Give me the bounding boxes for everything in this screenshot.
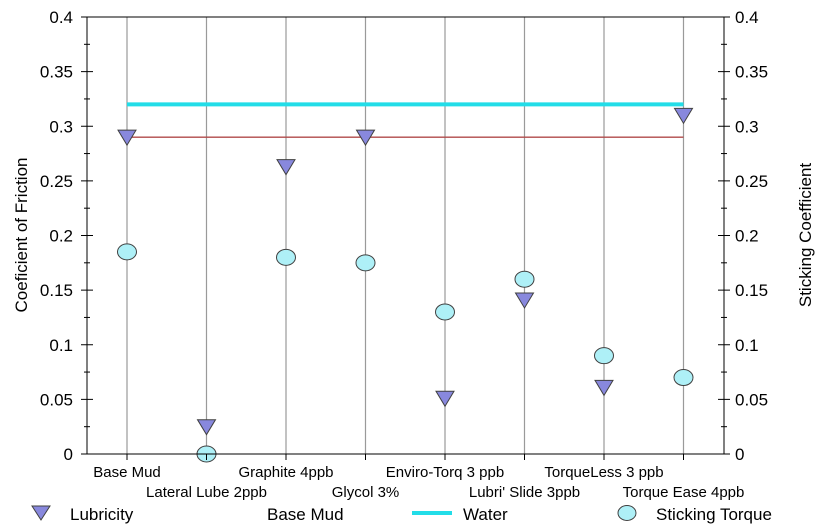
lubricity-point	[196, 419, 217, 436]
y-tick-label: 0.3	[49, 117, 73, 136]
x-category-label: Base Mud	[93, 464, 161, 481]
lubricity-point	[514, 292, 535, 309]
y-axis-title: Coeficient of Friction	[12, 158, 31, 313]
y-tick-label: 0.2	[49, 227, 73, 246]
y-tick-label: 0.1	[49, 336, 73, 355]
axis-labels: 0 0 0.05 0.05 0.1 0.1 0.15 0.15 0.2 0.2 0.25 0.25 0.…	[40, 8, 768, 501]
sticking-torque-point	[514, 270, 535, 288]
y2-tick-label: 0.3	[735, 117, 759, 136]
x-category-label: Torque Ease 4ppb	[623, 484, 745, 501]
y2-tick-label: 0.25	[735, 172, 768, 191]
y2-tick-label: 0	[735, 445, 744, 464]
lubricity-point	[594, 379, 614, 397]
x-category-label: TorqueLess 3 ppb	[544, 464, 663, 481]
sticking-torque-point	[117, 243, 137, 261]
sticking-torque-point	[435, 303, 455, 321]
y-tick-label: 0.15	[40, 281, 73, 300]
legend-label-sticking-torque: Sticking Torque	[656, 505, 772, 524]
legend: Lubricity Base Mud Water Sticking Torque	[31, 505, 772, 524]
lubricity-point	[435, 390, 455, 408]
reference-lines	[127, 102, 684, 138]
y-tick-label: 0.35	[40, 63, 73, 82]
data-marks	[117, 107, 694, 463]
x-category-label: Lubri' Slide 3ppb	[469, 484, 580, 501]
legend-label-base-mud: Base Mud	[267, 505, 344, 524]
y2-tick-label: 0.4	[735, 8, 759, 27]
y-tick-label: 0	[64, 445, 73, 464]
y2-tick-label: 0.2	[735, 227, 759, 246]
lubricity-point	[673, 107, 694, 125]
axes	[81, 16, 730, 460]
legend-label-lubricity: Lubricity	[70, 505, 134, 524]
triangle-down-icon	[31, 505, 51, 521]
sticking-torque-point	[673, 369, 694, 387]
sticking-torque-point	[594, 347, 614, 365]
y2-tick-label: 0.1	[735, 336, 759, 355]
y-tick-label: 0.4	[49, 8, 73, 27]
lubricity-point	[276, 159, 296, 176]
x-category-label: Glycol 3%	[332, 484, 400, 501]
y2-tick-label: 0.35	[735, 63, 768, 82]
sticking-torque-point	[276, 248, 296, 266]
x-category-label: Enviro-Torq 3 ppb	[386, 464, 504, 481]
x-category-label: Graphite 4ppb	[238, 464, 333, 481]
y2-tick-label: 0.15	[735, 281, 768, 300]
lubricity-point	[355, 129, 376, 147]
grid	[126, 17, 685, 454]
y-tick-label: 0.25	[40, 172, 73, 191]
y2-tick-label: 0.05	[735, 390, 768, 409]
sticking-torque-point	[355, 254, 376, 272]
legend-label-water: Water	[463, 505, 508, 524]
y-tick-label: 0.05	[40, 390, 73, 409]
lubricity-point	[117, 129, 137, 147]
circle-icon	[617, 505, 637, 521]
y2-axis-title: Sticking Coefficient	[796, 163, 815, 308]
x-category-label: Lateral Lube 2ppb	[146, 484, 267, 501]
